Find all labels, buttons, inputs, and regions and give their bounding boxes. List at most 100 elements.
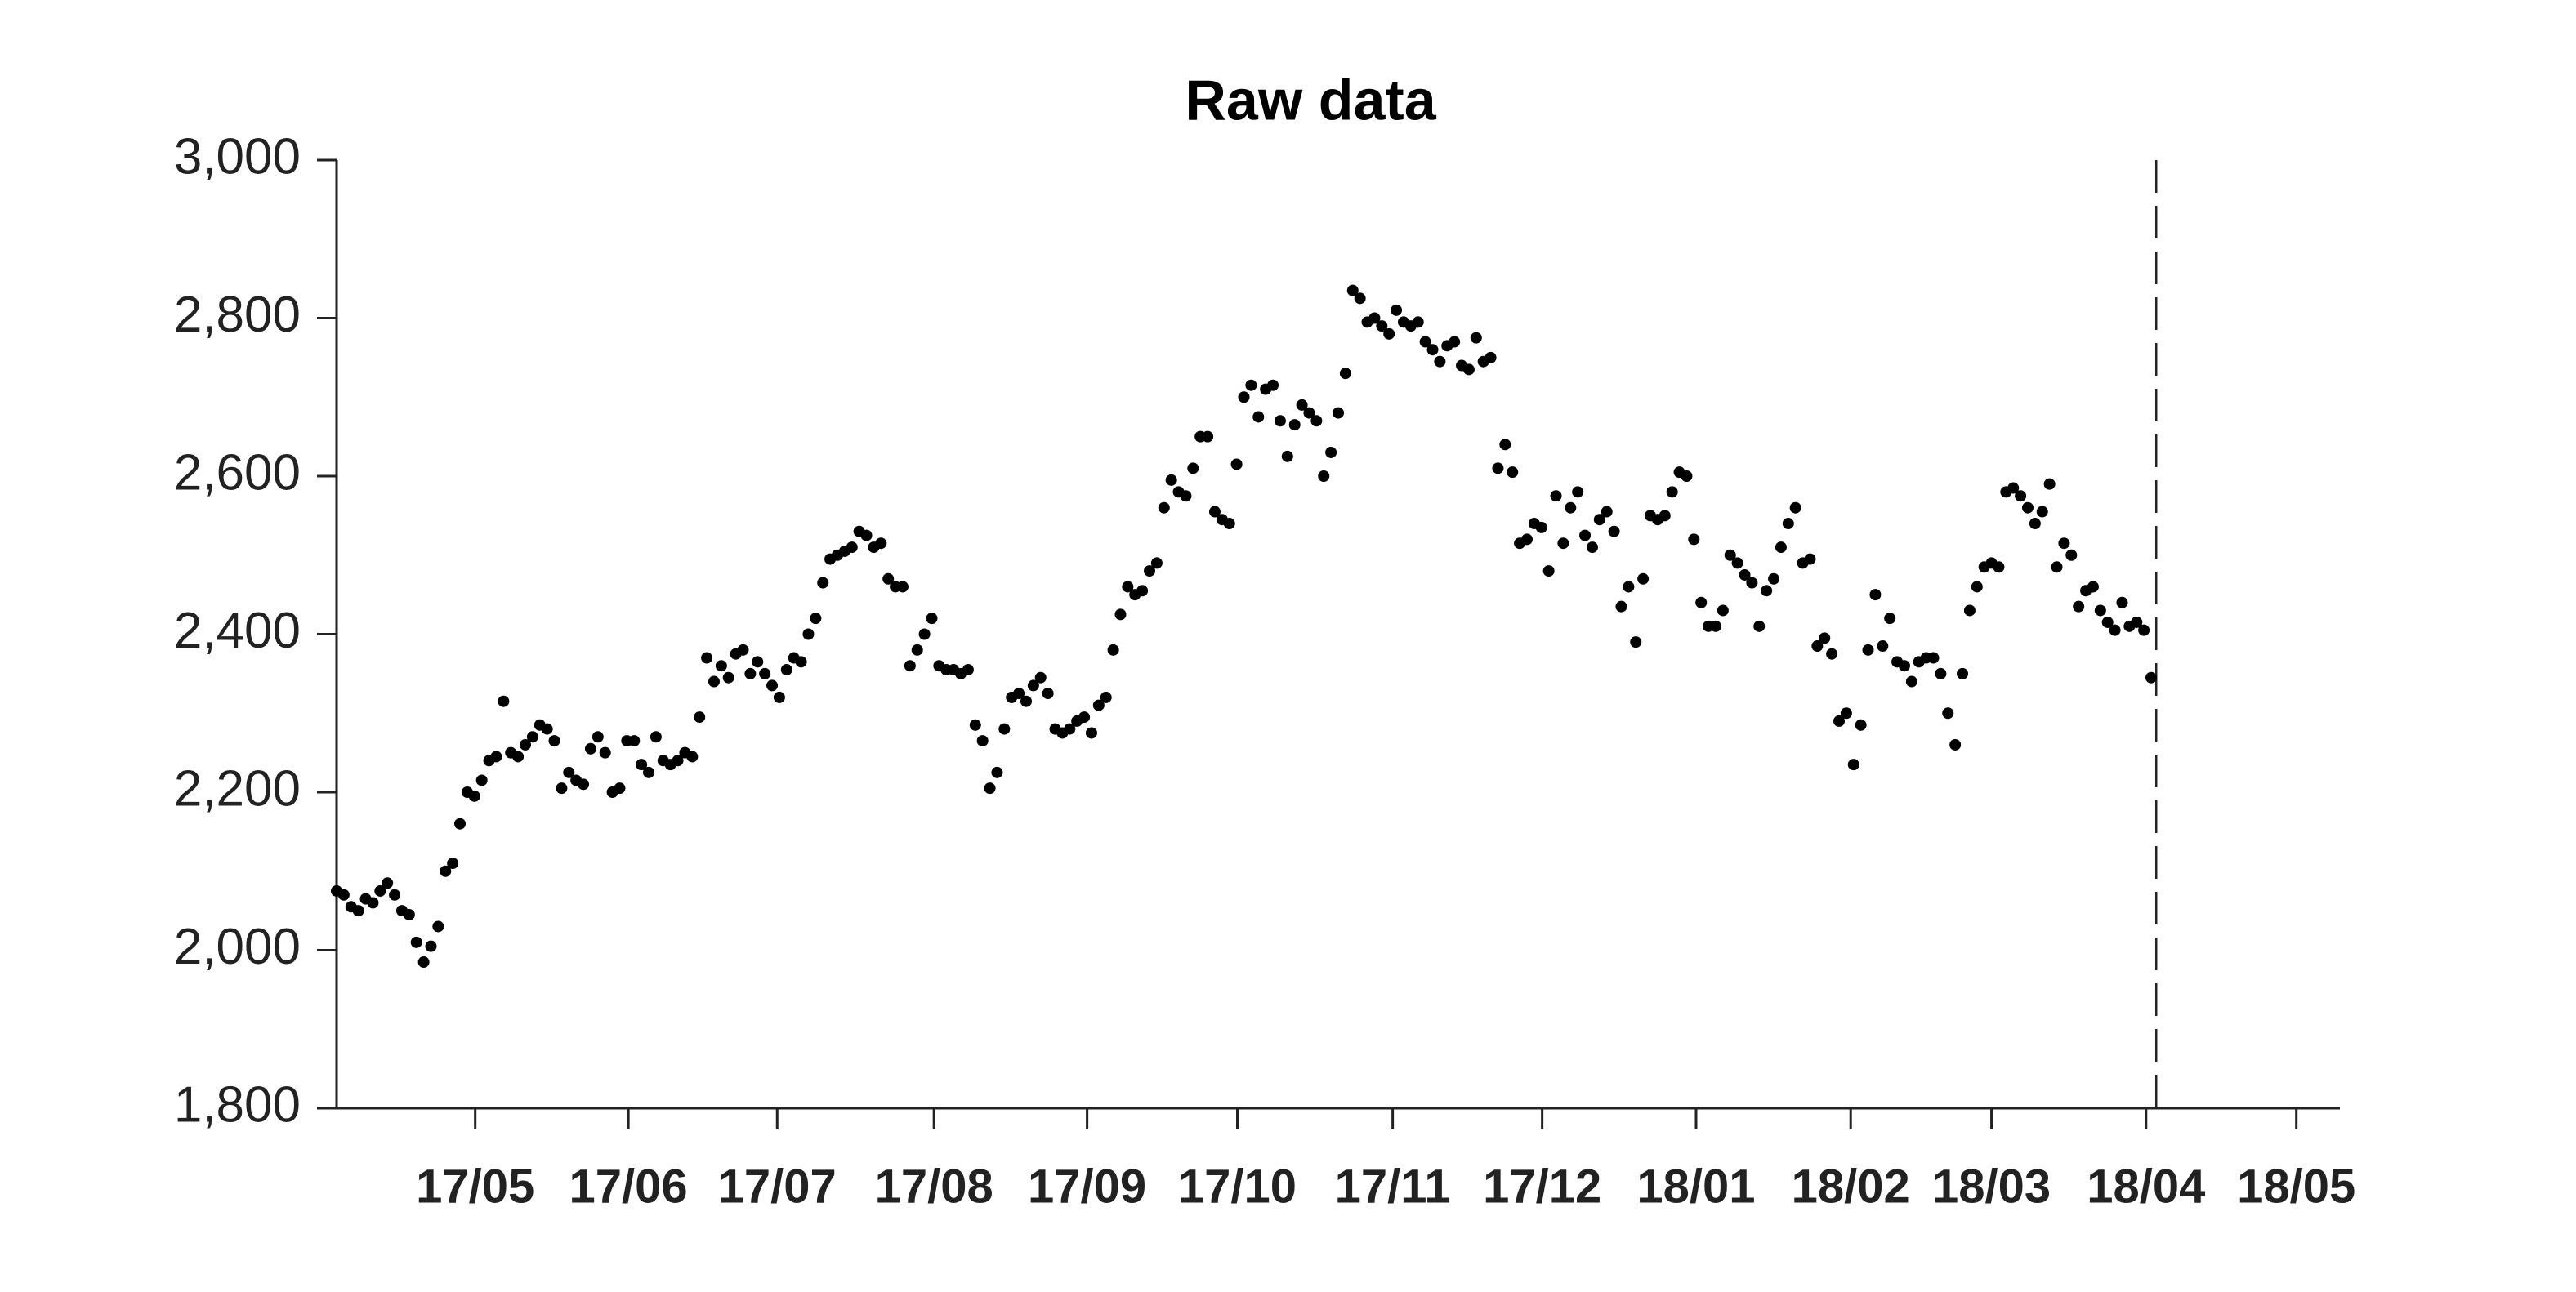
point [541, 723, 553, 735]
point [846, 541, 858, 554]
point [1847, 759, 1859, 771]
y-tick-label: 1,800 [174, 1076, 301, 1133]
y-tick-label: 2,000 [174, 919, 301, 975]
point [1782, 518, 1794, 530]
point [498, 695, 510, 707]
point [1296, 399, 1308, 411]
point [1942, 707, 1954, 720]
point [1789, 501, 1801, 514]
point [1470, 332, 1482, 344]
point [715, 660, 727, 672]
point [1593, 514, 1605, 526]
x-tick-label: 17/09 [1028, 1160, 1146, 1213]
x-tick-label: 18/02 [1792, 1160, 1910, 1213]
point [367, 897, 379, 909]
point [1963, 604, 1976, 617]
chart-title: Raw data [1185, 68, 1436, 131]
point [1122, 581, 1134, 593]
point [374, 884, 386, 897]
point [1608, 525, 1620, 537]
point [1165, 474, 1177, 486]
point [1092, 699, 1105, 711]
point [1230, 458, 1243, 470]
point [766, 679, 779, 692]
point [410, 936, 422, 948]
point [1877, 640, 1889, 653]
point [519, 738, 531, 751]
point [686, 751, 699, 763]
point [1267, 379, 1279, 391]
point [1252, 411, 1265, 423]
point [425, 940, 437, 952]
point [1557, 537, 1569, 550]
point [1957, 667, 1969, 679]
point [643, 766, 655, 778]
y-tick-label: 3,000 [174, 128, 301, 185]
point [432, 920, 444, 933]
x-tick-label: 18/04 [2087, 1160, 2205, 1213]
point [1346, 284, 1359, 296]
point [592, 731, 604, 743]
x-tick-label: 17/06 [569, 1160, 688, 1213]
point [752, 656, 764, 668]
point [2138, 624, 2150, 636]
point [1034, 671, 1047, 684]
point [578, 778, 590, 791]
point [991, 766, 1003, 778]
point [1238, 391, 1250, 403]
point [1107, 644, 1119, 656]
point [1064, 723, 1076, 735]
point [382, 877, 394, 889]
point [1855, 719, 1867, 731]
point [1666, 486, 1678, 498]
point [403, 908, 415, 920]
point [1775, 541, 1787, 554]
point [1426, 344, 1439, 356]
point [860, 529, 873, 541]
point [1208, 506, 1221, 518]
point [1449, 336, 1461, 348]
point [694, 711, 706, 724]
point [1223, 518, 1235, 530]
point [904, 660, 916, 672]
point [468, 790, 480, 802]
point [650, 731, 662, 743]
point [1318, 470, 1330, 482]
point [737, 644, 749, 656]
point [1862, 644, 1874, 656]
point [911, 644, 923, 656]
point [882, 572, 895, 585]
point [1391, 304, 1403, 316]
point [976, 735, 989, 747]
point [1333, 407, 1344, 419]
x-tick-label: 17/08 [875, 1160, 993, 1213]
point [962, 664, 974, 676]
point [1499, 439, 1511, 451]
point [1520, 533, 1533, 546]
point [1542, 565, 1555, 577]
x-tick-label: 17/05 [416, 1160, 534, 1213]
point [1535, 521, 1547, 533]
point [1971, 581, 1983, 593]
point [1150, 557, 1163, 569]
point [1078, 711, 1091, 724]
point [1586, 541, 1598, 554]
point [2073, 600, 2085, 613]
point [2065, 549, 2078, 561]
point [1819, 632, 1831, 644]
point [1136, 585, 1149, 597]
point [926, 613, 938, 625]
point [1158, 501, 1170, 514]
point [584, 742, 596, 755]
point [1761, 585, 1773, 597]
point [1368, 312, 1381, 324]
point [2036, 506, 2048, 518]
point [1550, 490, 1562, 502]
point [1601, 506, 1613, 518]
point [490, 751, 502, 763]
point [1202, 430, 1214, 443]
point [1281, 450, 1293, 462]
point [795, 656, 807, 668]
y-tick-label: 2,600 [174, 444, 301, 501]
point [1100, 691, 1112, 703]
